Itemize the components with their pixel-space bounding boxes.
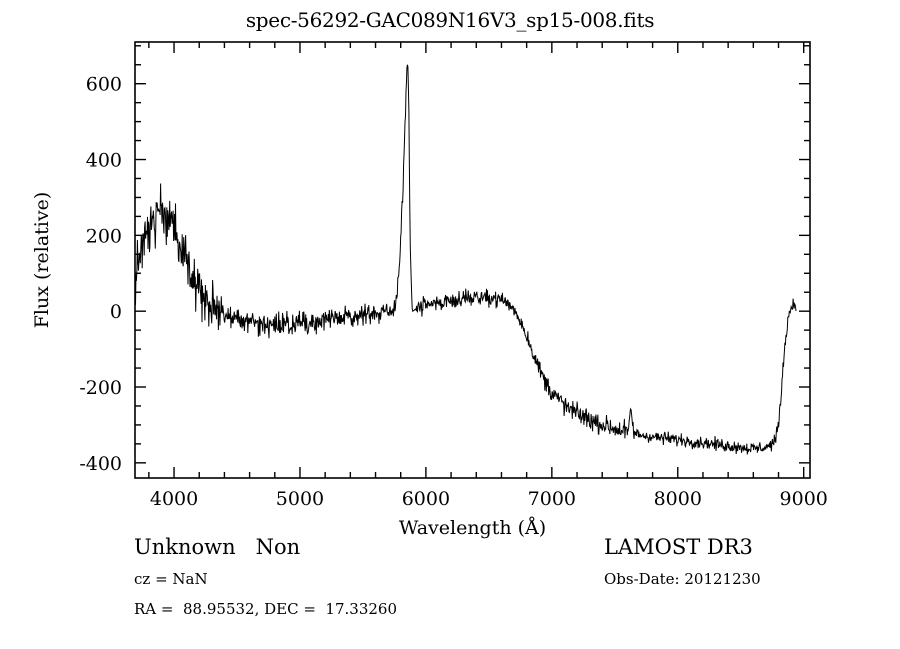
- y-tick-label: -400: [79, 453, 122, 475]
- x-axis-title: Wavelength (Å): [399, 517, 546, 539]
- obs-date-label: Obs-Date: 20121230: [604, 570, 761, 588]
- x-tick-label: 4000: [150, 488, 198, 510]
- axis-labels: 4000 5000 6000 7000 8000 9000 600 400 200 0 -200 -4…: [31, 74, 828, 539]
- x-tick-label: 8000: [654, 488, 702, 510]
- y-tick-label: 0: [110, 301, 122, 323]
- spectrum-polyline: [135, 64, 797, 455]
- plot-axes: [134, 41, 811, 479]
- y-axis-title: Flux (relative): [31, 192, 53, 329]
- y-tick-label: -200: [79, 377, 122, 399]
- y-tick-label: 400: [86, 150, 122, 172]
- redshift-velocity-label: cz = NaN: [134, 570, 208, 588]
- spectrum-data-line: [135, 64, 797, 455]
- x-tick-label: 5000: [276, 488, 324, 510]
- page-title: spec-56292-GAC089N16V3_sp15-008.fits: [245, 8, 655, 32]
- survey-label: LAMOST DR3: [604, 535, 753, 559]
- object-class-label: Unknown Non: [134, 535, 301, 559]
- plot-frame: [134, 41, 811, 479]
- x-tick-label: 7000: [528, 488, 576, 510]
- y-tick-label: 200: [86, 225, 122, 247]
- x-tick-label: 9000: [780, 488, 828, 510]
- coordinates-label: RA = 88.95532, DEC = 17.33260: [134, 600, 398, 618]
- y-tick-label: 600: [86, 74, 122, 96]
- x-tick-label: 6000: [402, 488, 450, 510]
